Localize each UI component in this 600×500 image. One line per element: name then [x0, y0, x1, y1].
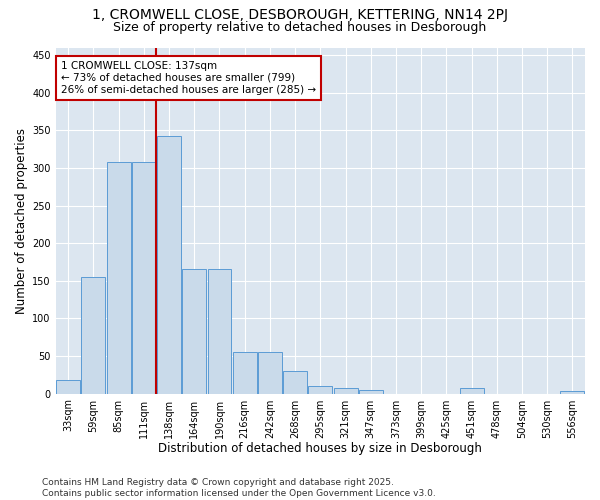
Bar [283, 371, 307, 394]
Bar [157, 136, 181, 394]
X-axis label: Distribution of detached houses by size in Desborough: Distribution of detached houses by size … [158, 442, 482, 455]
Text: 1, CROMWELL CLOSE, DESBOROUGH, KETTERING, NN14 2PJ: 1, CROMWELL CLOSE, DESBOROUGH, KETTERING… [92, 8, 508, 22]
Bar [560, 392, 584, 394]
Bar [308, 386, 332, 394]
Y-axis label: Number of detached properties: Number of detached properties [15, 128, 28, 314]
Bar [460, 388, 484, 394]
Bar [233, 352, 257, 394]
Bar [208, 270, 232, 394]
Bar [82, 277, 106, 394]
Bar [56, 380, 80, 394]
Text: Size of property relative to detached houses in Desborough: Size of property relative to detached ho… [113, 21, 487, 34]
Text: Contains HM Land Registry data © Crown copyright and database right 2025.
Contai: Contains HM Land Registry data © Crown c… [42, 478, 436, 498]
Bar [334, 388, 358, 394]
Bar [182, 270, 206, 394]
Bar [359, 390, 383, 394]
Bar [107, 162, 131, 394]
Bar [132, 162, 156, 394]
Text: 1 CROMWELL CLOSE: 137sqm
← 73% of detached houses are smaller (799)
26% of semi-: 1 CROMWELL CLOSE: 137sqm ← 73% of detach… [61, 62, 316, 94]
Bar [258, 352, 282, 394]
